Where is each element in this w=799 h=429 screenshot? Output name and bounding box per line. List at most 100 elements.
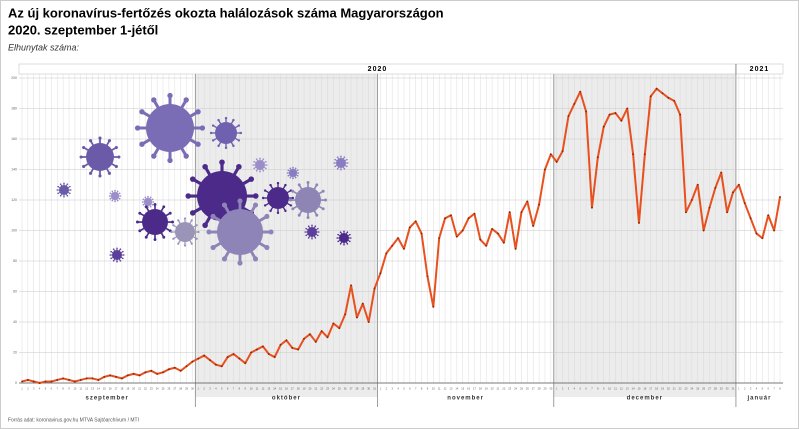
virus-spike-tip	[69, 189, 72, 191]
x-tick-label: 27	[532, 387, 535, 391]
x-tick-label: 6	[409, 387, 411, 391]
x-tick-label: 8	[62, 387, 64, 391]
virus-spike-tip	[183, 97, 189, 103]
x-tick-label: 17	[473, 387, 476, 391]
x-tick-label: 4	[39, 387, 41, 391]
data-point	[643, 153, 646, 156]
data-point	[544, 168, 546, 171]
data-point	[314, 340, 317, 343]
data-point	[26, 379, 29, 381]
data-point	[238, 357, 241, 360]
virus-spike-tip	[291, 196, 295, 200]
virus-spike-tip	[114, 200, 116, 203]
virus-spike-tip	[349, 237, 352, 239]
x-tick-label: 26	[167, 387, 170, 391]
x-tick-label: 26	[344, 387, 347, 391]
data-point	[714, 186, 717, 189]
year-label: 2021	[750, 66, 770, 73]
x-tick-label: 26	[702, 387, 705, 391]
data-point	[120, 377, 123, 380]
data-point	[356, 316, 358, 319]
virus-spike-tip	[119, 248, 122, 250]
x-tick-label: 30	[549, 387, 552, 391]
data-point	[773, 229, 776, 232]
virus-spike-tip	[294, 167, 297, 170]
virus-spike-tip	[239, 131, 243, 135]
virus-body	[307, 227, 317, 237]
virus-body	[295, 187, 321, 213]
virus-spike-tip	[291, 207, 295, 211]
data-point	[303, 337, 305, 340]
virus-spike-tip	[144, 196, 147, 199]
x-tick-label: 6	[768, 387, 770, 391]
x-tick-label: 10	[73, 387, 76, 391]
data-point	[391, 244, 394, 247]
virus-spike-tip	[190, 242, 193, 245]
virus-spike-tip	[336, 168, 339, 170]
x-tick-label: 9	[603, 387, 605, 391]
x-tick-label: 20	[132, 387, 135, 391]
virus-spike-tip	[253, 167, 255, 170]
x-tick-label: 2	[386, 387, 388, 391]
x-tick-label: 21	[673, 387, 676, 391]
virus-spike-tip	[324, 198, 327, 202]
data-point	[62, 377, 65, 380]
virus-spike-tip	[321, 189, 325, 193]
year-band	[18, 63, 784, 75]
x-tick-label: 8	[597, 387, 599, 391]
virus-spike-tip	[292, 166, 294, 169]
virus-spike-tip	[286, 172, 289, 174]
virus-spike-tip	[305, 234, 307, 237]
virus-spike-tip	[82, 145, 86, 150]
x-tick-label: 21	[314, 387, 317, 391]
virus-spike-tip	[112, 248, 115, 250]
x-tick-label: 5	[579, 387, 581, 391]
data-point	[103, 376, 106, 378]
virus-spike-tip	[252, 256, 259, 262]
x-tick-label: 10	[250, 387, 253, 391]
virus-body	[336, 158, 346, 168]
virus-spike-tip	[183, 217, 187, 220]
virus-spike-tip	[202, 222, 208, 229]
data-point	[432, 305, 435, 308]
virus-body	[197, 171, 247, 221]
virus-spike-tip	[264, 244, 270, 251]
virus-spike-tip	[336, 156, 339, 158]
x-tick-label: 11	[256, 387, 259, 391]
data-point	[585, 110, 587, 113]
virus-spike-tip	[151, 153, 157, 159]
virus-spike-tip	[289, 167, 292, 170]
virus-spike-tip	[144, 235, 148, 239]
data-point	[115, 376, 117, 378]
x-tick-label: 28	[714, 387, 717, 391]
virus-spike-tip	[317, 234, 319, 237]
virus-spike-tip	[343, 230, 345, 233]
virus-spike-tip	[66, 195, 69, 197]
data-point	[596, 156, 599, 159]
data-point	[44, 380, 47, 383]
x-tick-label: 3	[33, 387, 35, 391]
x-tick-label: 20	[308, 387, 311, 391]
x-tick-label: 16	[109, 387, 112, 391]
virus-spike-tip	[297, 183, 301, 187]
month-label: december	[627, 396, 663, 402]
data-point	[126, 374, 129, 377]
data-point	[708, 206, 711, 209]
data-point	[338, 327, 341, 329]
virus-decoration	[56, 92, 352, 266]
data-point	[203, 354, 206, 357]
data-point	[379, 272, 382, 275]
virus-spike-tip	[314, 237, 317, 239]
virus-body	[339, 233, 349, 243]
x-tick-label: 2	[744, 387, 746, 391]
data-point	[497, 232, 499, 235]
virus-body	[142, 209, 168, 235]
x-tick-label: 10	[608, 387, 611, 391]
month-label: január	[746, 396, 771, 402]
virus-spike-tip	[116, 190, 119, 193]
virus-spike-tip	[262, 170, 265, 172]
x-tick-label: 12	[444, 387, 447, 391]
virus-spike-tip	[149, 196, 152, 199]
virus-spike-tip	[206, 229, 212, 235]
virus-spike-tip	[172, 224, 175, 227]
